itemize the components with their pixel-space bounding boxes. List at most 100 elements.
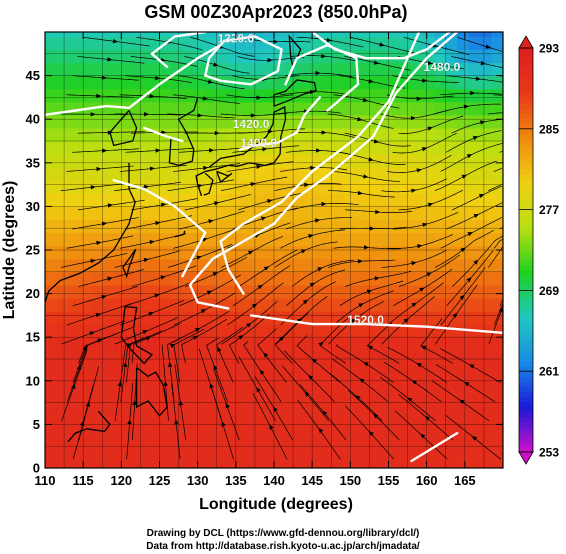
heat-cell (399, 141, 412, 155)
heat-cell (342, 245, 355, 260)
heat-cell (113, 454, 126, 468)
contour-line (284, 43, 360, 112)
y-tick-label: 35 (26, 155, 40, 170)
heat-cell (285, 402, 298, 417)
heat-cell (125, 454, 138, 468)
streamline-arrow (250, 113, 256, 118)
heat-cell (67, 454, 80, 468)
streamline-arrow (373, 413, 379, 419)
colorbar-segment (519, 83, 533, 89)
coastline (273, 79, 317, 107)
streamline-arrow (169, 343, 176, 349)
heat-cell (434, 245, 447, 260)
heat-cell (274, 245, 287, 260)
heat-cell (319, 206, 332, 221)
heat-cell (342, 454, 355, 468)
heat-cell (319, 324, 332, 338)
colorbar-segment (519, 361, 533, 367)
heat-cell (377, 219, 390, 234)
heat-cell (308, 454, 321, 468)
heat-cell (331, 232, 344, 247)
heat-cell (90, 454, 103, 468)
heat-cell (136, 219, 149, 234)
heat-cell (56, 297, 69, 312)
streamline-arrow (155, 221, 161, 226)
heat-cell (491, 101, 503, 116)
heat-cell (182, 337, 195, 351)
heat-cell (56, 193, 69, 207)
heat-cell (228, 114, 241, 129)
streamline-arrow (148, 311, 154, 316)
streamline-arrow (197, 113, 203, 118)
heat-cell (365, 32, 378, 37)
streamline-arrow (379, 42, 385, 47)
streamline-arrow (101, 294, 107, 300)
heat-cell (434, 154, 447, 168)
colorbar-segment (519, 244, 533, 251)
x-tick-label: 125 (149, 473, 171, 488)
heat-cell (239, 376, 252, 391)
streamline-arrow (350, 318, 356, 324)
heat-cell (365, 245, 378, 260)
heat-cell (342, 180, 355, 194)
heat-cell (377, 75, 390, 90)
streamline-arrow (200, 309, 207, 314)
heat-cell (205, 428, 218, 443)
streamline-arrow (221, 421, 226, 427)
heat-cell (262, 88, 275, 103)
heat-cell (182, 36, 195, 51)
heat-cell (67, 127, 80, 142)
streamline-arrow (273, 406, 278, 412)
credit-data: Data from http://database.rish.kyoto-u.a… (146, 541, 420, 552)
contour-line (249, 314, 503, 334)
heat-cell (90, 297, 103, 312)
heat-cell (399, 402, 412, 417)
heat-cell (182, 88, 195, 103)
heat-cell (79, 75, 92, 90)
heat-cell (308, 311, 321, 325)
heat-cell (491, 376, 503, 391)
y-tick-label: 15 (26, 330, 40, 345)
colorbar-segment (519, 431, 533, 438)
heat-cell (422, 350, 435, 364)
heat-cell (45, 232, 58, 247)
heat-cell (491, 36, 503, 51)
heat-cell (125, 36, 138, 51)
heat-cell (90, 311, 103, 325)
x-axis-label: Longitude (degrees) (199, 496, 353, 513)
heat-cell (56, 114, 69, 129)
colorbar-segment (519, 143, 533, 150)
heat-cell (308, 114, 321, 129)
heat-cell (159, 180, 172, 194)
heat-cell (399, 258, 412, 273)
heat-cell (90, 114, 103, 129)
heat-cell (319, 258, 332, 273)
x-tick-label: 140 (263, 473, 285, 488)
heat-cell (331, 49, 344, 64)
heat-cell (365, 441, 378, 456)
heat-cell (468, 454, 481, 468)
heat-cell (67, 88, 80, 103)
heat-cell (296, 428, 309, 443)
heat-cell (434, 193, 447, 207)
heat-cell (113, 258, 126, 273)
heat-cell (239, 193, 252, 207)
heat-cell (67, 141, 80, 155)
heat-cell (193, 402, 206, 417)
streamline-arrow (427, 60, 433, 66)
heat-cell (422, 363, 435, 378)
coastlines (45, 34, 317, 443)
heat-cell (182, 454, 195, 468)
heat-cell (388, 454, 401, 468)
coastline (168, 97, 199, 167)
heat-cell (205, 311, 218, 325)
heat-cell (90, 75, 103, 90)
heat-cell (480, 271, 493, 286)
heat-cell (79, 271, 92, 286)
streamline-arrow (304, 391, 310, 397)
streamline-arrow (317, 267, 323, 272)
colorbar-segment (519, 351, 533, 357)
heat-cell (56, 232, 69, 247)
heat-cell (125, 193, 138, 207)
streamline-arrow (426, 272, 432, 277)
